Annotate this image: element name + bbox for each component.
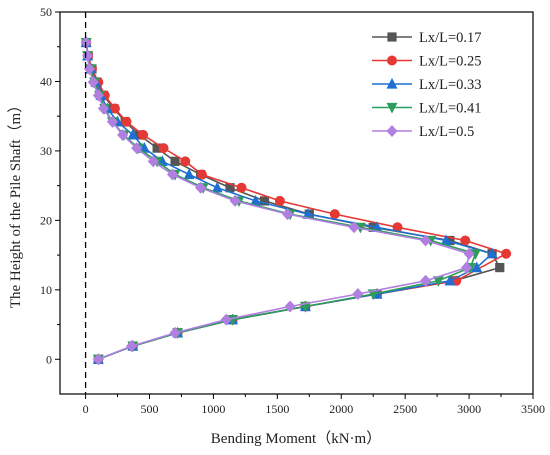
y-tick-label: 0 (46, 352, 52, 366)
data-point (352, 287, 364, 300)
legend-marker (386, 125, 398, 137)
data-point (92, 89, 104, 102)
data-point (444, 274, 456, 286)
data-point (274, 195, 285, 206)
y-tick-label: 20 (40, 213, 52, 227)
x-tick-label: 3000 (457, 402, 481, 416)
data-point (127, 128, 139, 140)
legend: Lx/L=0.17 Lx/L=0.25 Lx/L=0.33 Lx/L=0.41 Lx/L… (372, 30, 482, 140)
x-tick-label: 1000 (201, 402, 225, 416)
data-point (121, 116, 132, 127)
y-tick-label: 30 (40, 144, 52, 158)
x-axis-title: Bending Moment（kN·m） (211, 430, 381, 447)
y-tick-label: 10 (40, 283, 52, 297)
data-point (460, 235, 471, 246)
x-tick-label: 3500 (521, 402, 545, 416)
plot-frame (59, 11, 534, 395)
data-point (471, 261, 483, 273)
data-point (97, 102, 110, 115)
data-point (348, 221, 360, 234)
data-point (183, 168, 195, 180)
data-point (180, 156, 191, 167)
y-tick-label: 40 (40, 74, 52, 88)
legend-marker (386, 102, 398, 114)
data-point (486, 247, 498, 259)
y-axis-ticks: 0 10 20 30 40 50 (40, 5, 60, 366)
legend-label: Lx/L=0.41 (419, 101, 482, 117)
data-point (147, 155, 159, 168)
data-point (420, 234, 432, 247)
series-layer (80, 36, 512, 366)
legend-marker (386, 77, 398, 89)
y-tick-label: 50 (40, 5, 52, 19)
data-point (87, 76, 99, 89)
legend-marker (386, 55, 397, 66)
data-point (138, 129, 149, 140)
data-point (211, 181, 223, 193)
data-point (92, 353, 104, 366)
data-point (196, 169, 207, 180)
legend-label: Lx/L=0.25 (419, 54, 482, 70)
x-tick-label: 2000 (329, 402, 353, 416)
x-tick-label: 500 (140, 402, 158, 416)
x-tick-label: 2500 (393, 402, 417, 416)
legend-marker (387, 32, 397, 42)
data-point (329, 209, 340, 220)
legend-label: Lx/L=0.17 (419, 30, 482, 46)
data-point (236, 182, 247, 193)
data-point (126, 340, 138, 353)
data-point (282, 208, 294, 221)
data-point (501, 248, 512, 259)
x-tick-label: 1500 (265, 402, 289, 416)
x-axis-ticks: 0 500 1000 1500 2000 2500 3000 3500 (83, 394, 545, 416)
data-point (229, 194, 241, 207)
data-point (158, 143, 169, 154)
data-point (284, 300, 296, 313)
data-point (495, 262, 505, 273)
x-tick-label: 0 (83, 402, 89, 416)
data-point (259, 196, 270, 206)
data-point (420, 274, 432, 287)
data-point (117, 128, 129, 141)
data-point (170, 156, 180, 166)
series-5 (80, 36, 475, 366)
y-axis-title: The Height of the Pile Shaft（m） (7, 98, 24, 308)
data-point (220, 313, 232, 326)
data-point (195, 181, 207, 194)
data-point (106, 115, 118, 128)
legend-label: Lx/L=0.5 (419, 124, 474, 140)
data-point (460, 261, 473, 274)
legend-label: Lx/L=0.33 (419, 77, 482, 93)
data-point (463, 247, 475, 260)
data-point (166, 168, 179, 181)
data-point (169, 326, 181, 339)
data-point (131, 142, 143, 155)
